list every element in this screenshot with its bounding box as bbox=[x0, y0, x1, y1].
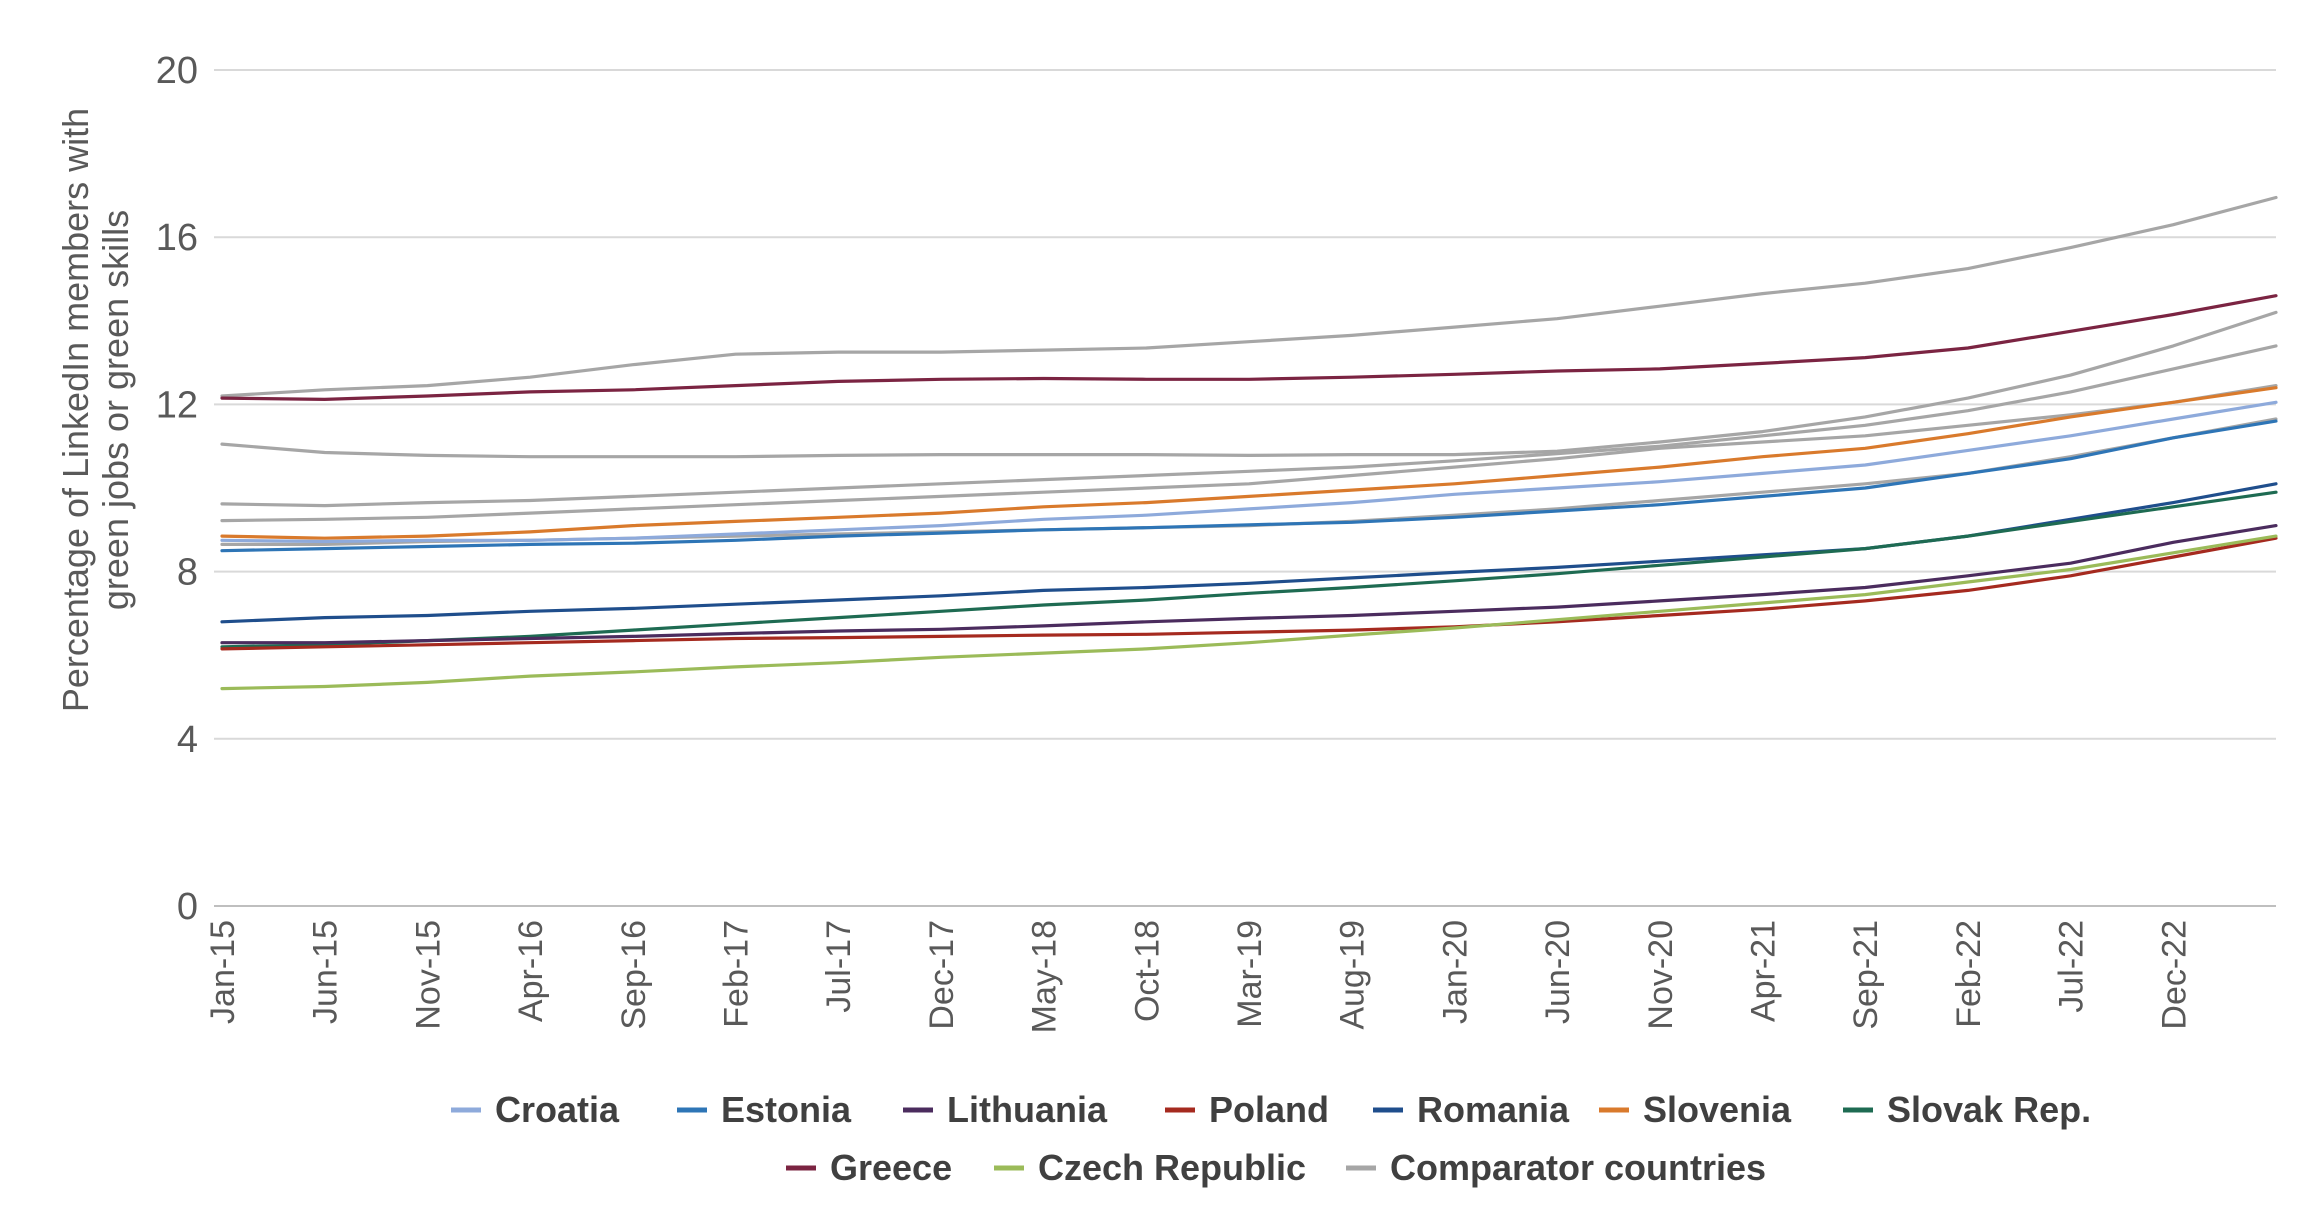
series-line-estonia bbox=[220, 419, 2278, 553]
y-axis-title-line: green jobs or green skills bbox=[95, 210, 136, 610]
series-line-comparator-country bbox=[220, 344, 2278, 508]
y-tick-label: 8 bbox=[177, 552, 198, 594]
legend-label: Slovak Rep. bbox=[1887, 1089, 2091, 1130]
x-tick-label: Aug-19 bbox=[1334, 920, 1372, 1030]
x-tick-label: Jan-20 bbox=[1436, 920, 1474, 1024]
x-tick-label: Mar-19 bbox=[1231, 920, 1269, 1028]
legend-item-romania: Romania bbox=[1373, 1089, 1570, 1130]
legend-item-greece: Greece bbox=[786, 1147, 952, 1188]
series-line-greece bbox=[220, 294, 2278, 401]
legend-label: Lithuania bbox=[947, 1089, 1108, 1130]
legend-item-croatia: Croatia bbox=[451, 1089, 620, 1130]
series-line-comparator-country bbox=[220, 384, 2278, 523]
y-axis-ticks: 0 4 8 12 16 20 bbox=[156, 50, 198, 928]
legend-label: Greece bbox=[830, 1147, 952, 1188]
legend-label: Estonia bbox=[721, 1089, 852, 1130]
series-line-romania bbox=[220, 482, 2278, 624]
series-line-comparator-country bbox=[220, 310, 2278, 459]
x-tick-label: Nov-20 bbox=[1642, 920, 1680, 1030]
legend-label: Czech Republic bbox=[1038, 1147, 1306, 1188]
series-line-lithuania bbox=[220, 523, 2278, 645]
series-line-slovak-rep- bbox=[220, 490, 2278, 649]
x-tick-label: Nov-15 bbox=[409, 920, 447, 1030]
legend-label: Comparator countries bbox=[1390, 1147, 1766, 1188]
x-tick-label: Jul-22 bbox=[2053, 920, 2091, 1013]
y-tick-label: 16 bbox=[156, 217, 198, 259]
x-tick-label: Apr-21 bbox=[1745, 920, 1783, 1022]
x-tick-label: May-18 bbox=[1026, 920, 1064, 1033]
legend-label: Poland bbox=[1209, 1089, 1329, 1130]
legend-item-czech-republic: Czech Republic bbox=[994, 1147, 1306, 1188]
x-tick-label: Feb-17 bbox=[718, 920, 756, 1028]
series-line-slovenia bbox=[220, 386, 2278, 540]
y-tick-label: 4 bbox=[177, 719, 198, 761]
y-axis-title-line: Percentage of LinkedIn members with bbox=[55, 108, 96, 712]
legend-label: Croatia bbox=[495, 1089, 620, 1130]
x-tick-label: Jul-17 bbox=[820, 920, 858, 1013]
legend-item-slovak-rep-: Slovak Rep. bbox=[1843, 1089, 2091, 1130]
x-tick-label: Sep-21 bbox=[1847, 920, 1885, 1030]
y-tick-label: 12 bbox=[156, 384, 198, 426]
series-lines bbox=[220, 195, 2278, 691]
y-tick-label: 20 bbox=[156, 50, 198, 92]
series-line-croatia bbox=[220, 400, 2278, 544]
x-tick-label: Jun-15 bbox=[307, 920, 345, 1024]
series-line-czech-republic bbox=[220, 534, 2278, 691]
legend-item-estonia: Estonia bbox=[677, 1089, 852, 1130]
legend-item-slovenia: Slovenia bbox=[1599, 1089, 1792, 1130]
legend-label: Slovenia bbox=[1643, 1089, 1792, 1130]
x-tick-label: Jun-20 bbox=[1539, 920, 1577, 1024]
legend: Croatia Estonia Lithuania Poland Romania Slov… bbox=[451, 1089, 2091, 1188]
x-tick-label: Dec-17 bbox=[923, 920, 961, 1030]
legend-label: Romania bbox=[1417, 1089, 1570, 1130]
y-axis-title: Percentage of LinkedIn members withgreen… bbox=[55, 108, 136, 712]
y-tick-label: 0 bbox=[177, 886, 198, 928]
x-axis-ticks: Jan-15 Jun-15 Nov-15 Apr-16 Sep-16 Feb-17 Jul-… bbox=[204, 920, 2193, 1033]
x-tick-label: Oct-18 bbox=[1128, 920, 1166, 1022]
legend-item-lithuania: Lithuania bbox=[903, 1089, 1108, 1130]
legend-item-poland: Poland bbox=[1165, 1089, 1329, 1130]
series-line-poland bbox=[220, 536, 2278, 651]
x-tick-label: Feb-22 bbox=[1950, 920, 1988, 1028]
x-tick-label: Apr-16 bbox=[512, 920, 550, 1022]
series-line-comparator-countries bbox=[220, 195, 2278, 398]
x-tick-label: Dec-22 bbox=[2155, 920, 2193, 1030]
x-tick-label: Sep-16 bbox=[615, 920, 653, 1030]
x-tick-label: Jan-15 bbox=[204, 920, 242, 1024]
legend-item-comparator-countries: Comparator countries bbox=[1346, 1147, 1766, 1188]
gridlines bbox=[214, 69, 2276, 907]
